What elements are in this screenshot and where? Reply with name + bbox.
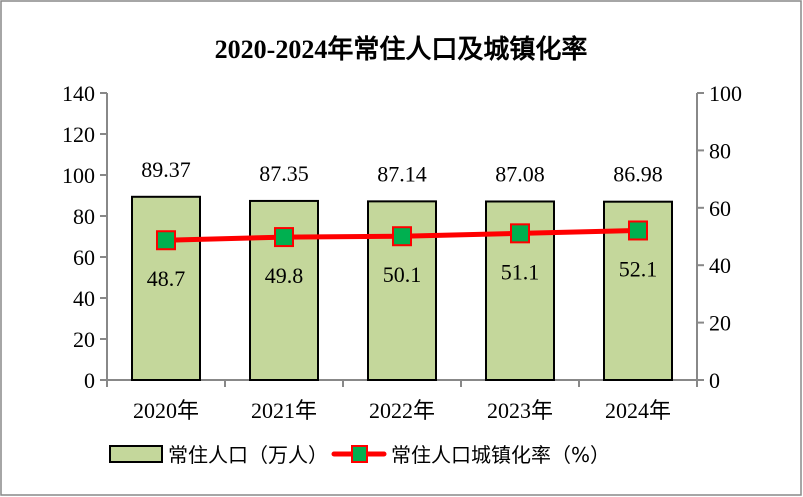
x-tick-label: 2021年 xyxy=(251,398,317,423)
bar-data-label: 87.35 xyxy=(259,161,309,186)
right-tick-label: 100 xyxy=(709,81,742,106)
rate-data-label: 50.1 xyxy=(383,262,422,287)
bar-data-label: 86.98 xyxy=(613,162,663,187)
bar-data-label: 87.08 xyxy=(495,161,545,186)
left-tick-label: 0 xyxy=(84,368,95,393)
rate-marker xyxy=(274,227,294,248)
legend-line-label: 常住人口城镇化率（%） xyxy=(391,443,610,467)
right-tick-label: 0 xyxy=(709,368,720,393)
left-tick-label: 40 xyxy=(73,286,95,311)
right-tick-label: 40 xyxy=(709,253,731,278)
rate-marker xyxy=(510,223,530,244)
rate-data-label: 52.1 xyxy=(619,256,658,281)
rate-marker xyxy=(156,230,176,251)
x-tick-label: 2022年 xyxy=(369,398,435,423)
left-tick-label: 80 xyxy=(73,204,95,229)
legend-bar-label: 常住人口（万人） xyxy=(168,443,328,467)
x-tick-label: 2020年 xyxy=(133,398,199,423)
rate-data-label: 48.7 xyxy=(147,266,186,291)
chart-title: 2020-2024年常住人口及城镇化率 xyxy=(215,34,588,64)
rate-data-label: 49.8 xyxy=(265,263,304,288)
left-tick-label: 20 xyxy=(73,327,95,352)
rate-marker xyxy=(392,226,412,247)
legend-marker-swatch xyxy=(351,445,368,463)
bar-data-label: 89.37 xyxy=(141,157,191,182)
legend-bar-swatch xyxy=(109,445,163,463)
left-tick-label: 100 xyxy=(62,163,95,188)
right-tick-label: 20 xyxy=(709,311,731,336)
bar xyxy=(131,195,201,381)
left-tick-label: 140 xyxy=(62,81,95,106)
x-tick-label: 2024年 xyxy=(605,398,671,423)
right-tick-label: 60 xyxy=(709,196,731,221)
left-tick-label: 120 xyxy=(62,122,95,147)
left-tick-label: 60 xyxy=(73,245,95,270)
bar-data-label: 87.14 xyxy=(377,161,427,186)
x-tick-label: 2023年 xyxy=(487,398,553,423)
rate-marker xyxy=(628,220,648,241)
rate-data-label: 51.1 xyxy=(501,259,540,284)
right-tick-label: 80 xyxy=(709,138,731,163)
